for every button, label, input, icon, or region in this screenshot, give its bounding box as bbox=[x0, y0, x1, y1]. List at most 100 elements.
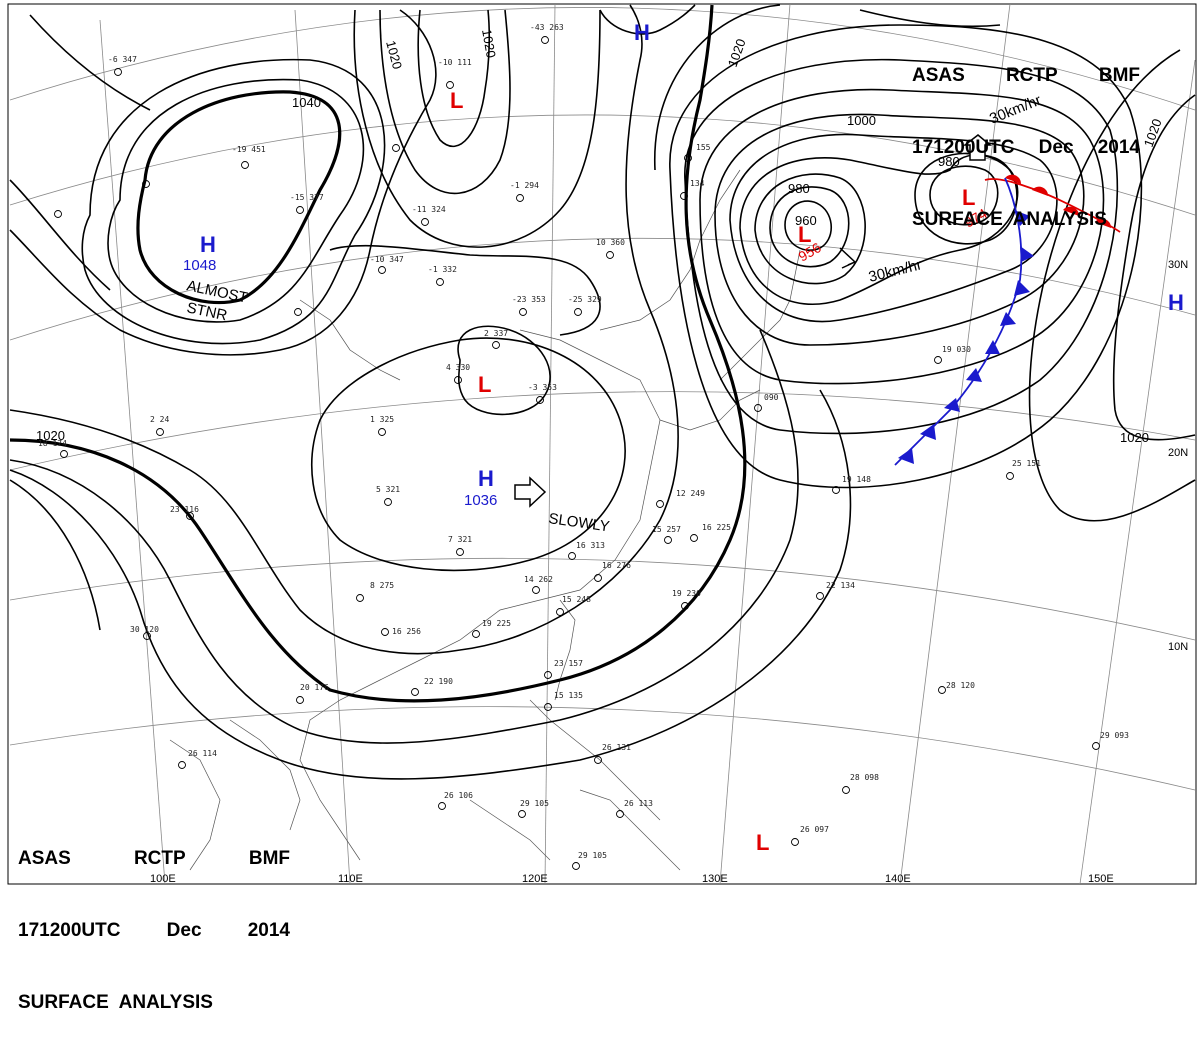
lat-10n-line bbox=[9, 557, 1196, 641]
isobar-1040 bbox=[136, 90, 342, 305]
motion-arrow-china-high bbox=[514, 476, 547, 508]
warm-front-symbol bbox=[1095, 218, 1112, 228]
station-readout: 26 113 bbox=[624, 799, 653, 808]
station-readout: 28 098 bbox=[850, 773, 879, 782]
station-readout: 26 114 bbox=[188, 749, 217, 758]
header-region: ASAS bbox=[18, 848, 71, 869]
isobars bbox=[9, 4, 1196, 780]
header-time: 171200UTC bbox=[18, 920, 121, 941]
svg-text:1020: 1020 bbox=[725, 37, 749, 69]
warm-front-symbol bbox=[1032, 186, 1049, 196]
station-readout: 20 176 bbox=[300, 683, 329, 692]
lon-label-150e: 150E bbox=[1088, 873, 1114, 885]
station-readout: 25 151 bbox=[1012, 459, 1041, 468]
header-row-1: ASAS RCTP BMF bbox=[912, 64, 1140, 88]
station-readout: -10 347 bbox=[370, 255, 404, 264]
station-readout: 22 190 bbox=[424, 677, 453, 686]
lon-110e-line bbox=[294, 9, 351, 885]
low-south-letter: L bbox=[756, 830, 769, 855]
movement-arrows bbox=[514, 134, 993, 508]
isobar-1020-north bbox=[379, 9, 511, 195]
svg-text:980: 980 bbox=[938, 154, 960, 169]
warm-front-symbol bbox=[1063, 206, 1080, 216]
station-readout: 23 157 bbox=[554, 659, 583, 668]
station-readout: 15 135 bbox=[554, 691, 583, 700]
high-east-letter: H bbox=[1168, 290, 1184, 315]
station-readout: -1 332 bbox=[428, 265, 457, 274]
station-readout: -19 451 bbox=[232, 145, 266, 154]
low-pacific-letter: L bbox=[962, 185, 975, 210]
station-readout: 14 262 bbox=[524, 575, 553, 584]
header-month: Dec bbox=[1038, 137, 1074, 158]
header-row-2: 171200UTC Dec 2014 bbox=[18, 919, 290, 943]
station-readout: 16 313 bbox=[576, 541, 605, 550]
lat-30n-line bbox=[9, 237, 1196, 341]
station-readout: 26 097 bbox=[800, 825, 829, 834]
header-title: SURFACE ANALYSIS bbox=[18, 992, 213, 1013]
station-readout: 1 325 bbox=[370, 415, 394, 424]
header-row-1: ASAS RCTP BMF bbox=[18, 847, 290, 871]
header-product: BMF bbox=[248, 848, 290, 869]
svg-text:1020: 1020 bbox=[383, 39, 405, 71]
station-readout: 28 120 bbox=[946, 681, 975, 690]
svg-text:1000: 1000 bbox=[847, 113, 876, 128]
station-readout: -11 324 bbox=[412, 205, 446, 214]
surface-analysis-map: 1020 1020 1020 1020 1040 1020 1020 1000 … bbox=[7, 3, 1197, 885]
station-readout: 8 275 bbox=[370, 581, 394, 590]
isobar-labels: 1020 1020 1020 1020 1040 1020 1020 1000 … bbox=[36, 28, 1165, 445]
svg-text:1020: 1020 bbox=[479, 28, 499, 59]
header-title: SURFACE ANALYSIS bbox=[912, 209, 1107, 230]
slowly-label: SLOWLY bbox=[547, 510, 610, 535]
station-readout: 26 106 bbox=[444, 791, 473, 800]
station-readouts: -6 347 -10 111 -43 263 -19 451 -15 377 -11 32… bbox=[38, 23, 1129, 860]
station-plots bbox=[54, 36, 1100, 870]
cold-front-symbols bbox=[898, 210, 1034, 464]
header-region: ASAS bbox=[912, 65, 965, 86]
low-china-letter: L bbox=[478, 372, 491, 397]
lat-20n-line bbox=[9, 391, 1196, 471]
header-month: Dec bbox=[166, 920, 202, 941]
grid-labels: 100E 110E 120E 130E 140E 150E 30N 20N 10… bbox=[150, 259, 1188, 885]
station-readout: 16 276 bbox=[602, 561, 631, 570]
svg-text:1020: 1020 bbox=[1120, 430, 1149, 445]
station-readout: 2 24 bbox=[150, 415, 169, 424]
lon-140e-line bbox=[899, 3, 1011, 885]
svg-text:960: 960 bbox=[795, 213, 817, 228]
station-readout: 7 321 bbox=[448, 535, 472, 544]
station-readout: -25 329 bbox=[568, 295, 602, 304]
high-north-letter: H bbox=[634, 20, 650, 45]
lat-label-20n: 20N bbox=[1168, 447, 1188, 459]
low-north-letter: L bbox=[450, 88, 463, 113]
station-readout: 12 249 bbox=[676, 489, 705, 498]
lon-120e-line bbox=[544, 3, 556, 885]
lat-label-10n: 10N bbox=[1168, 641, 1188, 653]
speed-label-japan-low: 30km/hr bbox=[867, 256, 924, 286]
high-china-letter: H bbox=[478, 466, 494, 491]
svg-text:1020: 1020 bbox=[36, 428, 65, 443]
station-readout: 16 225 bbox=[702, 523, 731, 532]
lon-label-100e: 100E bbox=[150, 873, 176, 885]
station-readout: -23 353 bbox=[512, 295, 546, 304]
high-china-pressure: 1036 bbox=[464, 492, 497, 509]
svg-text:1040: 1040 bbox=[292, 95, 321, 110]
station-readout: 19 148 bbox=[842, 475, 871, 484]
station-readout: -6 347 bbox=[108, 55, 137, 64]
station-readout: -3 353 bbox=[528, 383, 557, 392]
header-year: 2014 bbox=[1097, 137, 1140, 158]
station-readout: -10 111 bbox=[438, 58, 472, 67]
header-row-2: 171200UTC Dec 2014 bbox=[912, 136, 1140, 160]
lon-label-140e: 140E bbox=[885, 873, 911, 885]
header-time: 171200UTC bbox=[912, 137, 1015, 158]
header-station: RCTP bbox=[133, 848, 186, 869]
lon-label-110e: 110E bbox=[338, 873, 363, 885]
station-readout: 30 120 bbox=[130, 625, 159, 634]
isobar-960 bbox=[769, 186, 850, 268]
graticule bbox=[9, 3, 1196, 885]
station-readout: 15 248 bbox=[562, 595, 591, 604]
header-bottom-left: ASAS RCTP BMF 171200UTC Dec 2014 SURFACE… bbox=[18, 799, 290, 1039]
station-readout: 29 105 bbox=[520, 799, 549, 808]
station-readout: -43 263 bbox=[530, 23, 564, 32]
header-top-right: ASAS RCTP BMF 171200UTC Dec 2014 SURFACE… bbox=[912, 16, 1140, 256]
lon-label-120e: 120E bbox=[522, 873, 548, 885]
header-product: BMF bbox=[1098, 65, 1140, 86]
